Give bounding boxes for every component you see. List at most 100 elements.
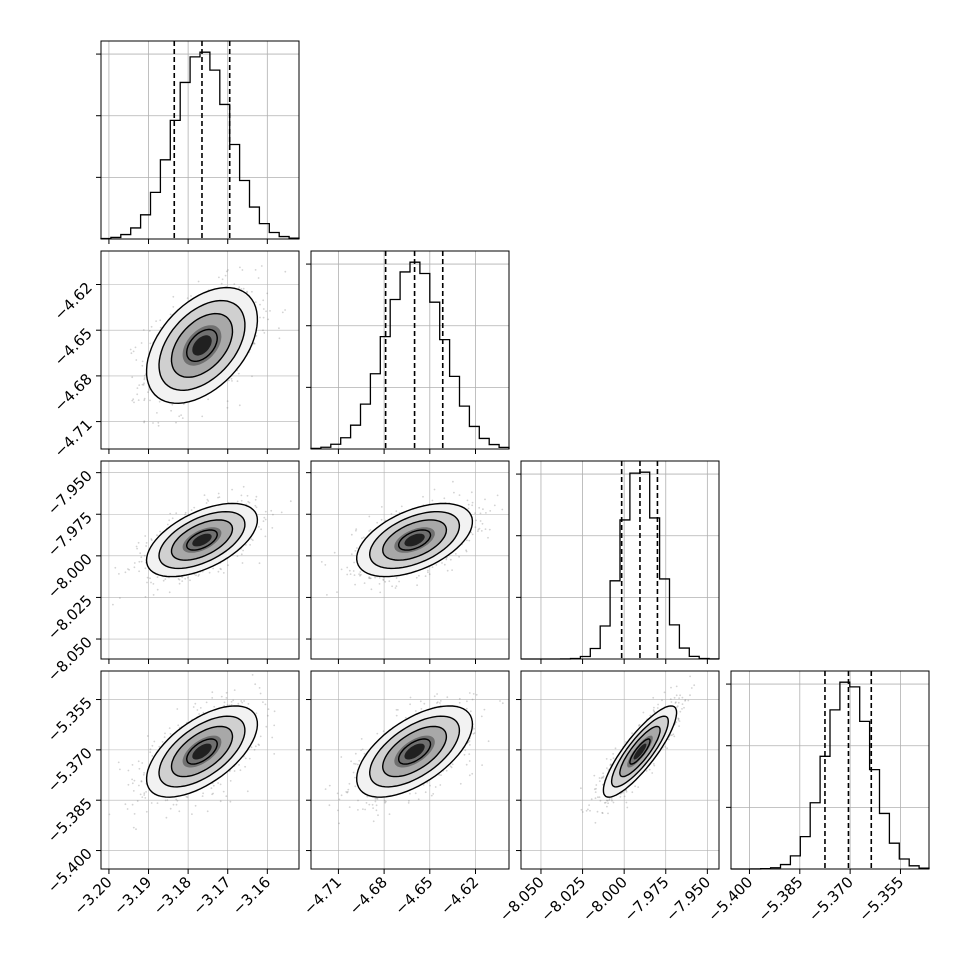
scatter-point xyxy=(626,806,629,809)
scatter-point xyxy=(141,364,144,367)
scatter-point xyxy=(198,573,200,576)
scatter-point xyxy=(614,747,617,750)
scatter-point xyxy=(602,772,604,775)
scatter-point xyxy=(471,504,474,507)
scatter-point xyxy=(470,531,472,534)
scatter-point xyxy=(258,526,260,528)
scatter-point xyxy=(133,779,136,782)
scatter-point xyxy=(289,500,292,503)
scatter-point xyxy=(253,342,256,345)
scatter-point xyxy=(247,500,250,503)
scatter-point xyxy=(451,569,453,571)
scatter-point xyxy=(117,761,120,764)
scatter-point xyxy=(602,775,605,778)
scatter-point xyxy=(678,720,681,722)
scatter-point xyxy=(244,757,247,760)
scatter-point xyxy=(240,494,243,497)
x-tick-label: −4.68 xyxy=(346,873,391,918)
scatter-point xyxy=(605,799,608,802)
scatter-point xyxy=(663,691,666,694)
scatter-point xyxy=(262,316,265,319)
scatter-point xyxy=(131,778,134,781)
scatter-point xyxy=(354,763,357,765)
scatter-point xyxy=(165,816,168,819)
scatter-point xyxy=(262,299,265,302)
scatter-point xyxy=(588,804,590,806)
scatter-point xyxy=(472,732,475,735)
scatter-point xyxy=(143,792,146,795)
scatter-point xyxy=(610,798,613,800)
histogram-panel xyxy=(516,460,720,660)
scatter-point xyxy=(181,417,184,419)
scatter-point xyxy=(168,727,171,729)
density-level xyxy=(404,533,425,547)
scatter-point xyxy=(138,570,141,573)
scatter-point xyxy=(338,822,340,825)
scatter-point xyxy=(140,780,143,782)
scatter-point xyxy=(397,709,399,711)
scatter-point xyxy=(346,573,349,576)
scatter-point xyxy=(354,583,356,586)
scatter-point xyxy=(358,759,361,762)
panel-frame xyxy=(100,670,300,870)
scatter-point xyxy=(135,828,137,831)
scatter-point xyxy=(264,510,267,513)
scatter-point xyxy=(219,800,222,803)
scatter-point xyxy=(336,792,339,795)
scatter-point xyxy=(338,798,341,801)
scatter-point xyxy=(265,725,268,728)
scatter-point xyxy=(374,800,377,803)
histogram-step xyxy=(730,681,930,870)
scatter-point xyxy=(681,708,683,710)
scatter-point xyxy=(414,710,417,712)
x-tick-label: −4.62 xyxy=(437,873,482,918)
scatter-point xyxy=(180,414,183,416)
scatter-point xyxy=(611,799,613,802)
scatter-point xyxy=(677,719,680,721)
scatter-point xyxy=(194,702,197,705)
contour-line xyxy=(368,715,461,788)
scatter-point xyxy=(203,494,206,497)
x-tick-label: −8.050 xyxy=(496,873,548,925)
scatter-point xyxy=(652,696,655,699)
scatter-point xyxy=(368,530,371,532)
scatter-point xyxy=(131,399,134,402)
scatter-point xyxy=(222,572,225,574)
contour-line xyxy=(398,738,432,765)
scatter-point xyxy=(354,550,357,552)
contour-line xyxy=(355,705,474,798)
x-tick-label: −5.355 xyxy=(855,873,907,925)
scatter-point xyxy=(333,551,336,554)
scatter-point xyxy=(127,783,130,786)
scatter-point xyxy=(354,785,357,788)
scatter-point xyxy=(360,738,363,740)
scatter-point xyxy=(175,803,178,806)
scatter-point xyxy=(357,809,359,811)
scatter-point xyxy=(137,541,140,544)
scatter-point xyxy=(689,675,691,678)
scatter-point xyxy=(419,700,422,703)
scatter-point xyxy=(231,488,234,491)
scatter-point xyxy=(360,749,362,752)
scatter-point xyxy=(487,740,490,743)
scatter-point xyxy=(240,700,243,702)
scatter-point xyxy=(378,583,381,585)
scatter-point xyxy=(218,276,220,279)
scatter-point xyxy=(612,757,615,760)
scatter-point xyxy=(459,782,462,785)
scatter-point xyxy=(638,724,640,727)
scatter-point xyxy=(480,530,483,532)
scatter-point xyxy=(254,504,257,507)
scatter-point xyxy=(150,325,153,328)
panel-frame xyxy=(310,670,510,870)
scatter-point xyxy=(132,790,135,792)
scatter-point xyxy=(370,588,373,591)
scatter-point xyxy=(151,744,154,747)
scatter-point xyxy=(131,803,134,806)
scatter-point xyxy=(376,798,379,800)
scatter-point xyxy=(347,788,350,791)
scatter-point xyxy=(230,377,233,380)
scatter-point xyxy=(687,699,690,702)
scatter-point xyxy=(158,745,161,748)
scatter-point xyxy=(482,508,484,511)
